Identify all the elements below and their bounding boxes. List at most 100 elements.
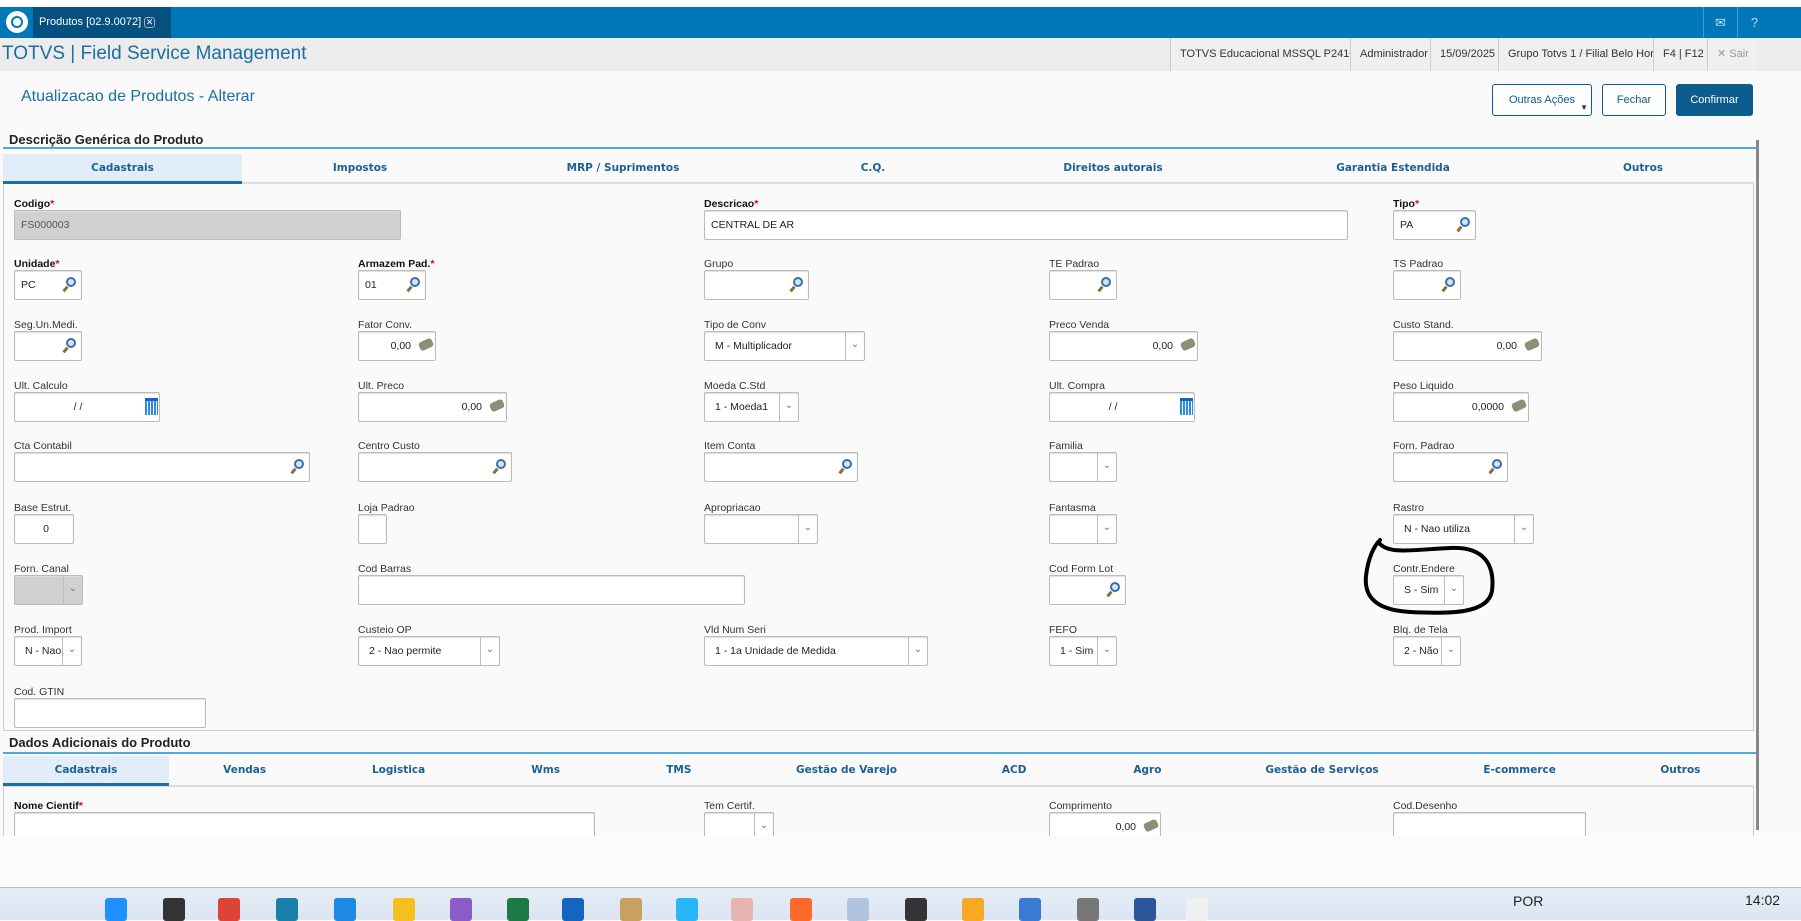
chevron-down-icon[interactable]: ⌄: [845, 332, 864, 360]
search-icon[interactable]: [62, 277, 77, 293]
taskbar-app-icon[interactable]: [620, 898, 642, 921]
user-info[interactable]: Administrador: [1350, 38, 1437, 71]
calendar-icon[interactable]: [145, 398, 158, 415]
chevron-down-icon[interactable]: ⌄: [1444, 576, 1463, 604]
mail-icon[interactable]: ✉: [1703, 7, 1737, 38]
search-icon[interactable]: [789, 277, 804, 293]
calculator-icon[interactable]: [1142, 818, 1160, 833]
custeio-op-select[interactable]: 2 - Nao permite ⌄: [358, 636, 500, 666]
tab-gest-o-de-servi-os[interactable]: Gestão de Serviços: [1265, 764, 1379, 776]
chevron-down-icon[interactable]: ⌄: [480, 637, 499, 665]
base-estrut-input[interactable]: 0: [14, 514, 74, 544]
date-info[interactable]: 15/09/2025: [1430, 38, 1505, 71]
branch-info[interactable]: Grupo Totvs 1 / Filial Belo Hor: [1498, 38, 1663, 71]
taskbar-app-icon[interactable]: [276, 898, 298, 921]
vld-num-seri-select[interactable]: 1 - 1a Unidade de Medida ⌄: [704, 636, 928, 666]
apropriacao-select[interactable]: ⌄: [704, 514, 818, 544]
taskbar-app-icon[interactable]: [334, 898, 356, 921]
taskbar-app-icon[interactable]: [105, 898, 127, 921]
tab-cadastrais[interactable]: Cadastrais: [3, 154, 242, 184]
chevron-down-icon[interactable]: ⌄: [908, 637, 927, 665]
peso-liquido-input[interactable]: 0,0000: [1393, 392, 1529, 422]
taskbar-app-icon[interactable]: [847, 898, 869, 921]
cod-gtin-input[interactable]: [14, 698, 206, 728]
search-icon[interactable]: [1488, 459, 1503, 475]
tab-vendas[interactable]: Vendas: [223, 764, 267, 776]
tab-impostos[interactable]: Impostos: [332, 162, 388, 174]
ult-calculo-input[interactable]: / /: [14, 392, 160, 422]
chevron-down-icon[interactable]: ⌄: [62, 637, 81, 665]
chevron-down-icon[interactable]: ⌄: [1097, 515, 1116, 543]
taskbar-app-icon[interactable]: [450, 898, 472, 921]
tab-acd[interactable]: ACD: [1001, 764, 1027, 776]
descricao-input[interactable]: CENTRAL DE AR: [704, 210, 1348, 240]
nome-cientif-input[interactable]: [14, 812, 595, 836]
tab-cadastrais[interactable]: Cadastrais: [3, 756, 169, 786]
cod-desenho-input[interactable]: [1393, 812, 1586, 836]
te-padrao-input[interactable]: [1049, 270, 1117, 300]
fantasma-select[interactable]: ⌄: [1049, 514, 1117, 544]
chevron-down-icon[interactable]: ⌄: [1097, 453, 1116, 481]
contr-endere-select[interactable]: S - Sim ⌄: [1393, 575, 1464, 605]
codigo-input[interactable]: FS000003: [14, 210, 401, 240]
taskbar-app-icon[interactable]: [676, 898, 698, 921]
search-icon[interactable]: [492, 459, 507, 475]
totvs-logo-icon[interactable]: [6, 11, 28, 33]
search-icon[interactable]: [1097, 277, 1112, 293]
calendar-icon[interactable]: [1180, 398, 1193, 415]
search-icon[interactable]: [1106, 582, 1121, 598]
loja-padrao-input[interactable]: [358, 514, 387, 544]
fefo-select[interactable]: 1 - Sim ⌄: [1049, 636, 1117, 666]
tab-agro[interactable]: Agro: [1133, 764, 1162, 776]
taskbar-app-icon[interactable]: [393, 898, 415, 921]
taskbar-app-icon[interactable]: [163, 898, 185, 921]
tab-direitos-autorais[interactable]: Direitos autorais: [1063, 162, 1163, 174]
taskbar-app-icon[interactable]: [1134, 898, 1156, 921]
custo-stand-input[interactable]: 0,00: [1393, 331, 1542, 361]
armazem-pad-input[interactable]: 01: [358, 270, 426, 300]
chevron-down-icon[interactable]: ⌄: [1514, 515, 1533, 543]
tab-mrp-suprimentos[interactable]: MRP / Suprimentos: [566, 162, 680, 174]
comprimento-input[interactable]: 0,00: [1049, 812, 1161, 836]
fator-conv-input[interactable]: 0,00: [358, 331, 436, 361]
chevron-down-icon[interactable]: ⌄: [798, 515, 817, 543]
seg-un-medi-input[interactable]: [14, 331, 82, 361]
close-button[interactable]: Fechar: [1602, 84, 1666, 116]
scrollbar[interactable]: [1756, 140, 1759, 830]
search-icon[interactable]: [1456, 217, 1471, 233]
tab-outros[interactable]: Outros: [1622, 162, 1664, 174]
familia-select[interactable]: ⌄: [1049, 452, 1117, 482]
shortcuts-info[interactable]: F4 | F12: [1653, 38, 1713, 71]
tab-outros[interactable]: Outros: [1660, 764, 1701, 776]
help-icon[interactable]: ?: [1737, 7, 1771, 38]
search-icon[interactable]: [1441, 277, 1456, 293]
chevron-down-icon[interactable]: ⌄: [63, 576, 82, 604]
tab-tms[interactable]: TMS: [666, 764, 692, 776]
chevron-down-icon[interactable]: ⌄: [754, 813, 773, 836]
rastro-select[interactable]: N - Nao utiliza ⌄: [1393, 514, 1534, 544]
chevron-down-icon[interactable]: ⌄: [779, 393, 798, 421]
cod-barras-input[interactable]: [358, 575, 745, 605]
confirm-button[interactable]: Confirmar: [1676, 84, 1753, 116]
tipo-de-conv-select[interactable]: M - Multiplicador ⌄: [704, 331, 865, 361]
taskbar-app-icon[interactable]: [507, 898, 529, 921]
ts-padrao-input[interactable]: [1393, 270, 1461, 300]
preco-venda-input[interactable]: 0,00: [1049, 331, 1198, 361]
taskbar-app-icon[interactable]: [218, 898, 240, 921]
tab-e-commerce[interactable]: E-commerce: [1483, 764, 1556, 776]
exit-button[interactable]: ✕ Sair: [1707, 38, 1758, 71]
environment-info[interactable]: TOTVS Educacional MSSQL P2410: [1170, 38, 1365, 71]
tem-certif-select[interactable]: ⌄: [704, 812, 774, 836]
tab-c-q-[interactable]: C.Q.: [860, 162, 886, 174]
taskbar-app-icon[interactable]: [790, 898, 812, 921]
chevron-down-icon[interactable]: ⌄: [1097, 637, 1116, 665]
close-icon[interactable]: ✕: [144, 17, 156, 28]
ult-compra-input[interactable]: / /: [1049, 392, 1195, 422]
tab-wms[interactable]: Wms: [531, 764, 560, 776]
search-icon[interactable]: [290, 459, 305, 475]
tab-logistica[interactable]: Logistica: [371, 764, 426, 776]
unidade-input[interactable]: PC: [14, 270, 82, 300]
forn-canal-select[interactable]: ⌄: [14, 575, 83, 605]
clock[interactable]: 14:02: [1745, 892, 1781, 908]
item-conta-input[interactable]: [704, 452, 858, 482]
